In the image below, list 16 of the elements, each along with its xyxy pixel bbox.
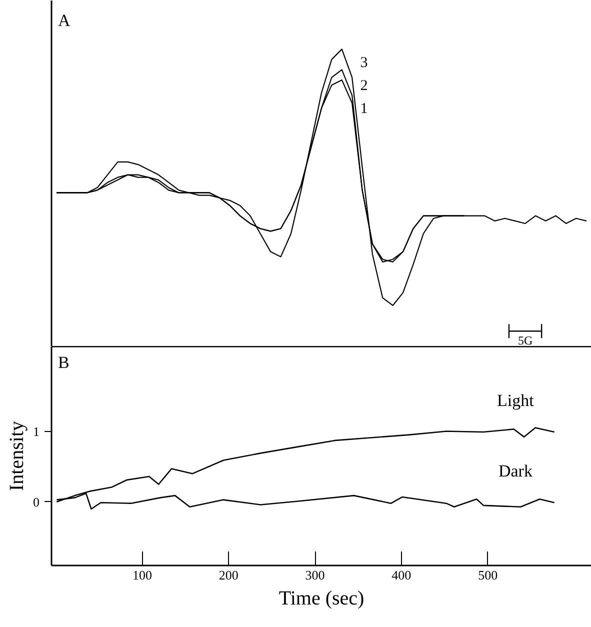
series-label: Dark — [498, 462, 533, 481]
x-tick-label: 400 — [392, 568, 412, 582]
series-label: Light — [497, 391, 534, 410]
chart-title: A — [58, 10, 71, 30]
annotation: 5G — [518, 334, 533, 348]
x-tick-label: 100 — [132, 568, 152, 582]
x-axis-title: Time (sec) — [278, 588, 364, 610]
x-tick-label: 500 — [478, 568, 498, 582]
series-label: 3 — [360, 55, 368, 72]
chart-title: B — [58, 353, 70, 372]
y-tick-label: 0 — [33, 494, 40, 510]
series-label: 2 — [360, 78, 368, 94]
series-label: 1 — [360, 101, 368, 118]
x-tick-label: 300 — [305, 568, 325, 582]
y-axis-title: Intensity — [6, 420, 28, 491]
x-tick-label: 200 — [218, 568, 238, 582]
